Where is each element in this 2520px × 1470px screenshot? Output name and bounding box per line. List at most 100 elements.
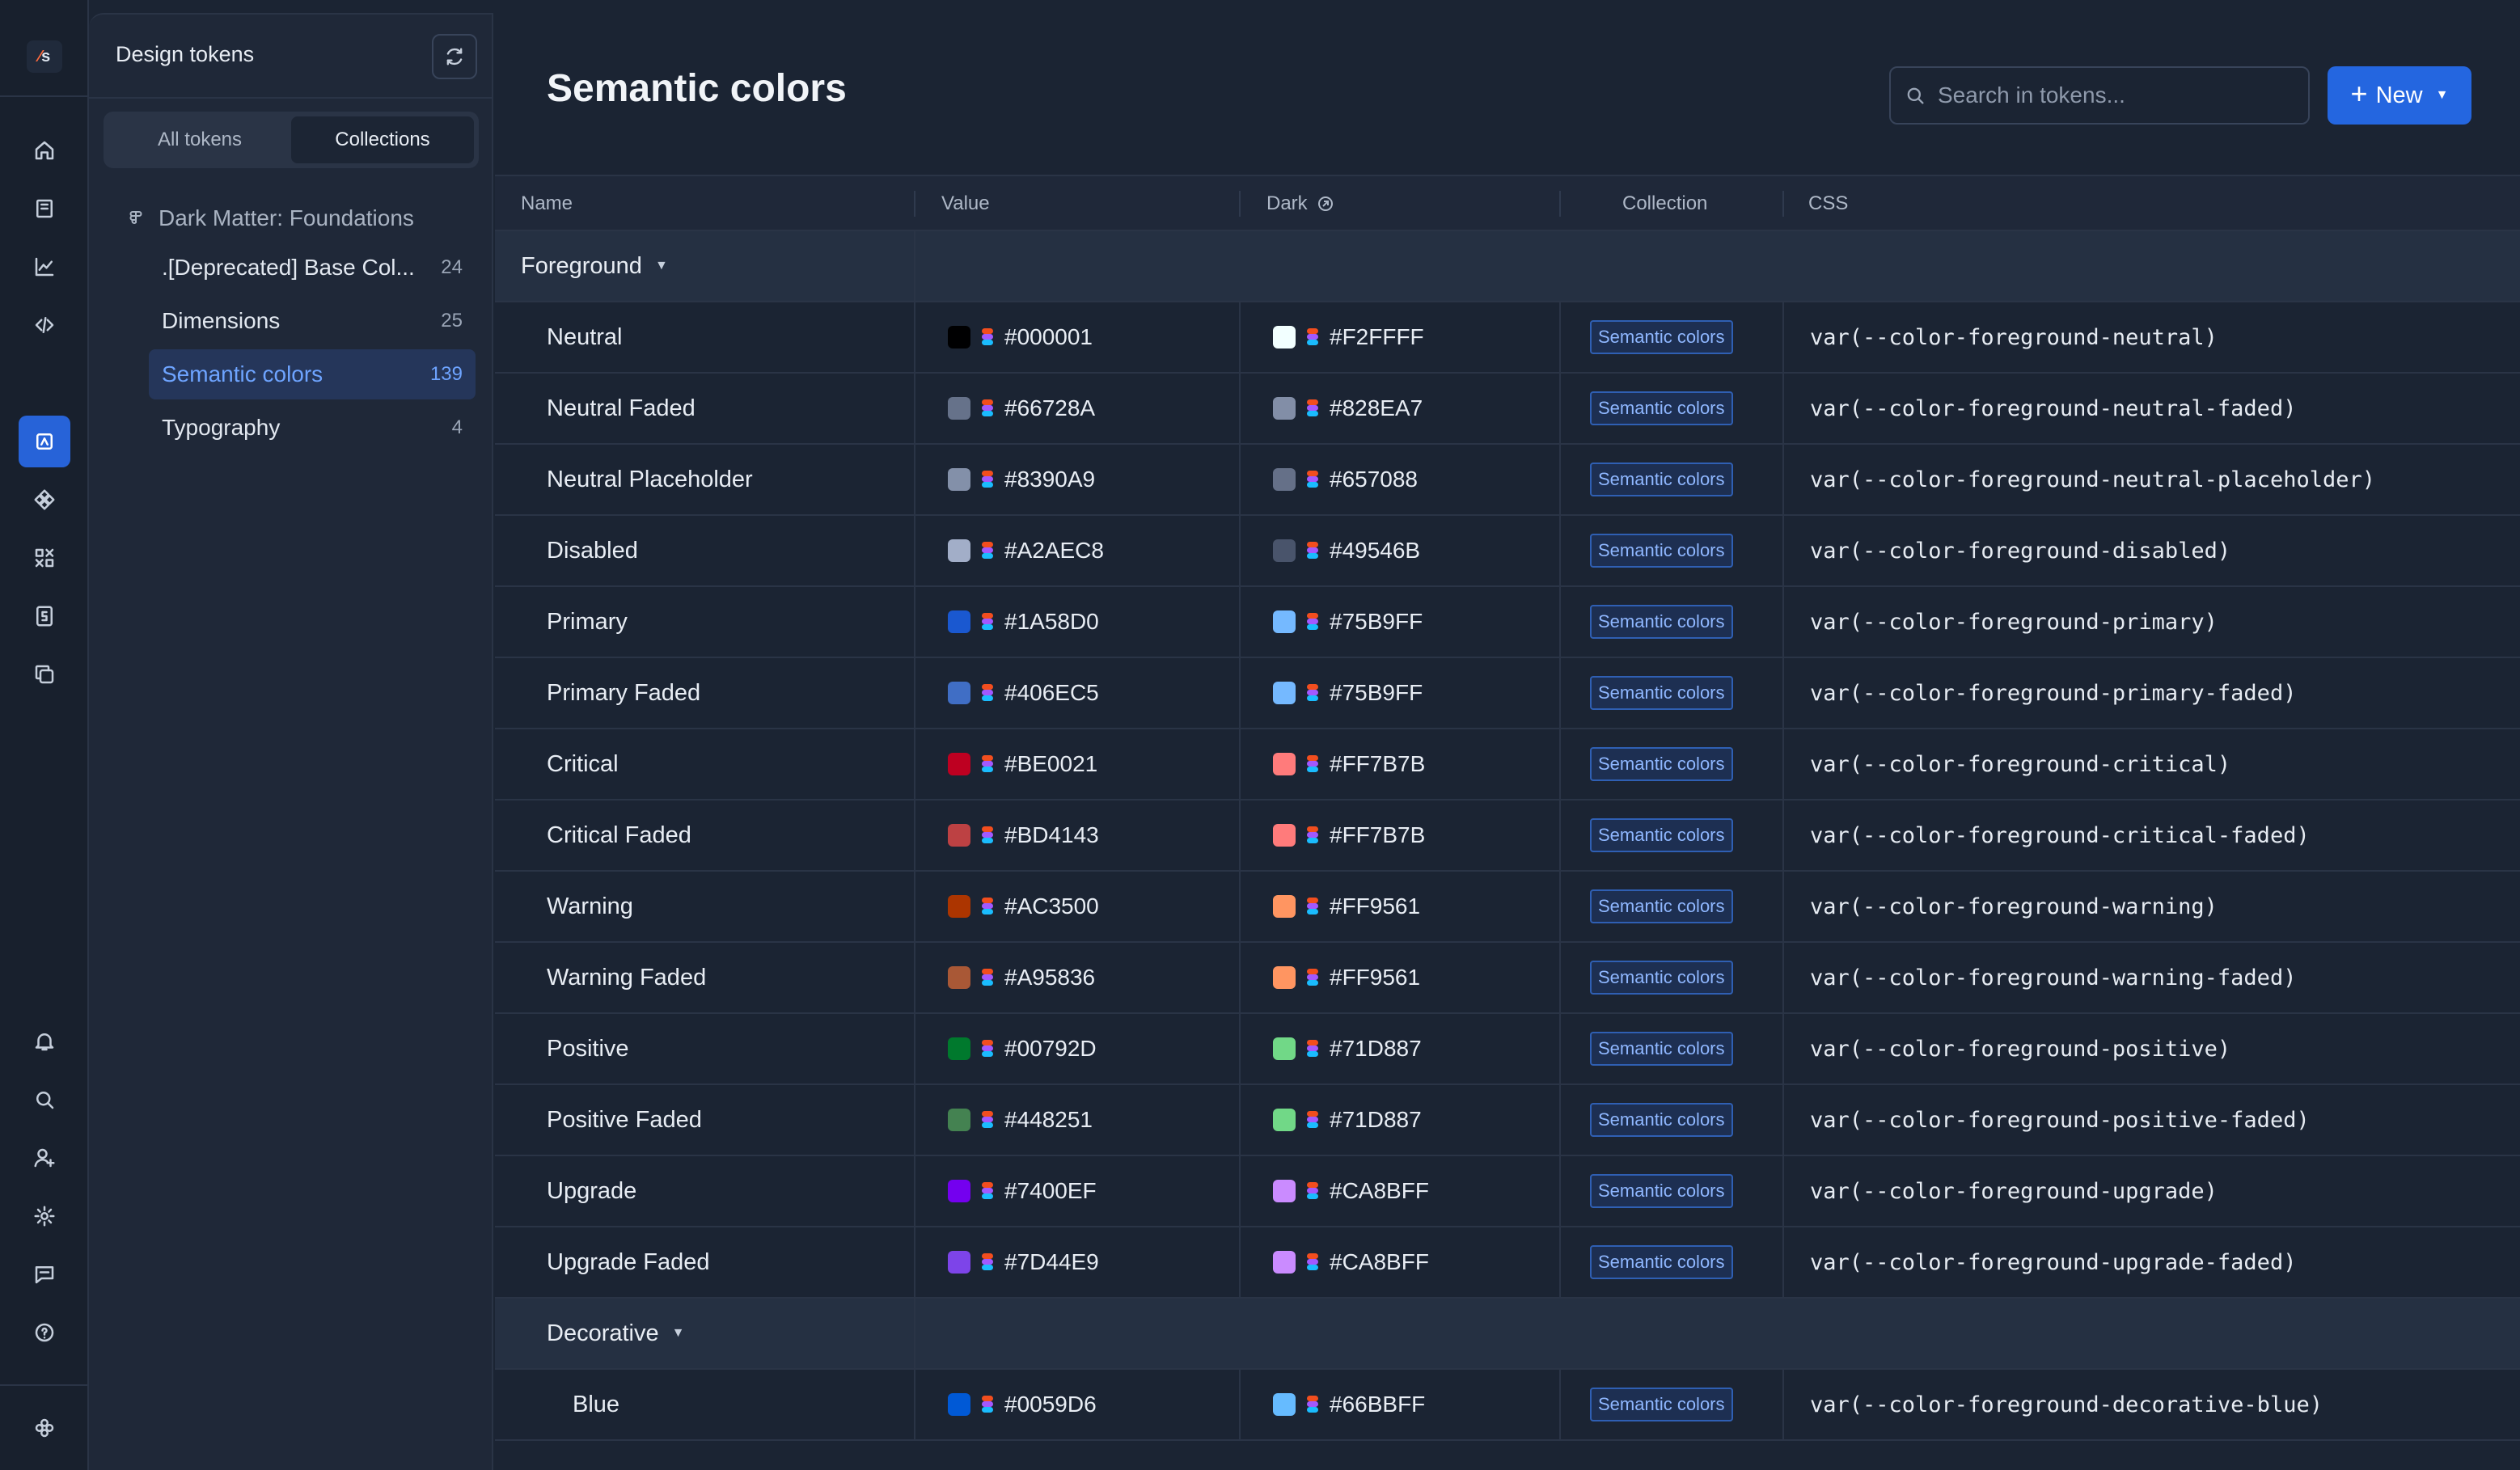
token-dark-value[interactable]: #657088 — [1273, 445, 1418, 514]
token-value[interactable]: #1A58D0 — [948, 587, 1099, 657]
token-dark-value[interactable]: #FF9561 — [1273, 943, 1420, 1012]
table-row[interactable]: Upgrade Faded #7D44E9 #CA8BFF Semantic colo… — [495, 1227, 2520, 1299]
workspace-logo[interactable]: ⁄ s — [27, 40, 62, 73]
sidebar-item-deprecated-base-colors[interactable]: .[Deprecated] Base Col... 24 — [149, 243, 476, 293]
table-row[interactable]: Blue #0059D6 #66BBFF Semantic colors var(--c… — [495, 1370, 2520, 1441]
chat-icon[interactable] — [19, 1248, 70, 1300]
group-toggle[interactable]: Decorative ▼ — [547, 1320, 684, 1347]
bell-icon[interactable] — [19, 1016, 70, 1067]
token-css-var[interactable]: var(--color-foreground-neutral-placehold… — [1810, 467, 2375, 492]
table-row[interactable]: Upgrade #7400EF #CA8BFF Semantic colors var(… — [495, 1156, 2520, 1227]
table-row[interactable]: Critical Faded #BD4143 #FF7B7B Semantic col… — [495, 800, 2520, 872]
token-value[interactable]: #A95836 — [948, 943, 1095, 1012]
token-dark-value[interactable]: #71D887 — [1273, 1085, 1422, 1155]
token-css-var[interactable]: var(--color-foreground-primary) — [1810, 609, 2218, 635]
token-value[interactable]: #AC3500 — [948, 872, 1099, 941]
table-row[interactable]: Primary #1A58D0 #75B9FF Semantic colors var(… — [495, 587, 2520, 658]
search-input[interactable] — [1938, 82, 2294, 108]
token-value[interactable]: #A2AEC8 — [948, 516, 1104, 585]
token-value[interactable]: #BE0021 — [948, 729, 1097, 799]
collection-badge[interactable]: Semantic colors — [1590, 1032, 1733, 1066]
refresh-button[interactable] — [432, 34, 477, 79]
token-value[interactable]: #BD4143 — [948, 800, 1099, 870]
group-row[interactable]: Foreground ▼ — [495, 231, 2520, 302]
table-row[interactable]: Positive Faded #448251 #71D887 Semantic col… — [495, 1085, 2520, 1156]
table-row[interactable]: Critical #BE0021 #FF7B7B Semantic colors var… — [495, 729, 2520, 800]
token-dark-value[interactable]: #FF9561 — [1273, 872, 1420, 941]
collection-badge[interactable]: Semantic colors — [1590, 676, 1733, 710]
table-row[interactable]: Neutral Faded #66728A #828EA7 Semantic colo… — [495, 374, 2520, 445]
collection-badge[interactable]: Semantic colors — [1590, 534, 1733, 568]
collection-badge[interactable]: Semantic colors — [1590, 320, 1733, 354]
token-dark-value[interactable]: #66BBFF — [1273, 1370, 1425, 1439]
token-value[interactable]: #7D44E9 — [948, 1227, 1099, 1297]
token-dark-value[interactable]: #FF7B7B — [1273, 800, 1425, 870]
collection-badge[interactable]: Semantic colors — [1590, 605, 1733, 639]
copy-icon[interactable] — [19, 648, 70, 700]
collection-badge[interactable]: Semantic colors — [1590, 818, 1733, 852]
token-css-var[interactable]: var(--color-foreground-upgrade-faded) — [1810, 1249, 2297, 1275]
collection-badge[interactable]: Semantic colors — [1590, 747, 1733, 781]
tokens-icon[interactable] — [19, 416, 70, 467]
column-header-dark[interactable]: Dark — [1266, 176, 1335, 231]
token-css-var[interactable]: var(--color-foreground-positive) — [1810, 1036, 2231, 1062]
collection-badge[interactable]: Semantic colors — [1590, 391, 1733, 425]
token-css-var[interactable]: var(--color-foreground-disabled) — [1810, 538, 2231, 564]
token-value[interactable]: #000001 — [948, 302, 1093, 372]
token-css-var[interactable]: var(--color-foreground-upgrade) — [1810, 1178, 2218, 1204]
gear-icon[interactable] — [19, 1190, 70, 1242]
token-dark-value[interactable]: #828EA7 — [1273, 374, 1423, 443]
table-row[interactable]: Disabled #A2AEC8 #49546B Semantic colors var… — [495, 516, 2520, 587]
sidebar-item-dimensions[interactable]: Dimensions 25 — [149, 296, 476, 346]
help-icon[interactable] — [19, 1307, 70, 1358]
table-row[interactable]: Neutral Placeholder #8390A9 #657088 Semanti… — [495, 445, 2520, 516]
column-header-collection[interactable]: Collection — [1622, 192, 1708, 214]
search-icon[interactable] — [19, 1074, 70, 1126]
token-value[interactable]: #448251 — [948, 1085, 1093, 1155]
token-css-var[interactable]: var(--color-foreground-critical-faded) — [1810, 822, 2310, 848]
token-css-var[interactable]: var(--color-foreground-neutral-faded) — [1810, 395, 2297, 421]
token-dark-value[interactable]: #CA8BFF — [1273, 1156, 1429, 1226]
token-dark-value[interactable]: #71D887 — [1273, 1014, 1422, 1083]
token-value[interactable]: #00792D — [948, 1014, 1097, 1083]
token-css-var[interactable]: var(--color-foreground-primary-faded) — [1810, 680, 2297, 706]
sidebar-item-typography[interactable]: Typography 4 — [149, 403, 476, 453]
token-css-var[interactable]: var(--color-foreground-positive-faded) — [1810, 1107, 2310, 1133]
collection-badge[interactable]: Semantic colors — [1590, 1388, 1733, 1421]
collection-badge[interactable]: Semantic colors — [1590, 1103, 1733, 1137]
token-css-var[interactable]: var(--color-foreground-critical) — [1810, 751, 2231, 777]
table-row[interactable]: Warning #AC3500 #FF9561 Semantic colors var(… — [495, 872, 2520, 943]
group-toggle[interactable]: Foreground ▼ — [521, 253, 668, 280]
token-dark-value[interactable]: #49546B — [1273, 516, 1420, 585]
group-row[interactable]: Decorative ▼ — [495, 1299, 2520, 1370]
book-icon[interactable] — [19, 183, 70, 234]
column-header-value[interactable]: Value — [941, 192, 990, 214]
token-value[interactable]: #0059D6 — [948, 1370, 1097, 1439]
token-value[interactable]: #66728A — [948, 374, 1095, 443]
token-dark-value[interactable]: #75B9FF — [1273, 587, 1423, 657]
table-row[interactable]: Positive #00792D #71D887 Semantic colors var… — [495, 1014, 2520, 1085]
home-icon[interactable] — [19, 125, 70, 176]
component-icon[interactable] — [19, 474, 70, 526]
token-dark-value[interactable]: #F2FFFF — [1273, 302, 1424, 372]
table-row[interactable]: Warning Faded #A95836 #FF9561 Semantic colo… — [495, 943, 2520, 1014]
tab-all-tokens[interactable]: All tokens — [157, 129, 243, 150]
collection-badge[interactable]: Semantic colors — [1590, 1245, 1733, 1279]
code-icon[interactable] — [19, 299, 70, 351]
app-logo-icon[interactable] — [19, 1402, 70, 1454]
token-css-var[interactable]: var(--color-foreground-warning-faded) — [1810, 965, 2297, 991]
sidebar-item-semantic-colors[interactable]: Semantic colors 139 — [149, 349, 476, 399]
token-dark-value[interactable]: #75B9FF — [1273, 658, 1423, 728]
column-header-css[interactable]: CSS — [1808, 192, 1849, 214]
collection-badge[interactable]: Semantic colors — [1590, 463, 1733, 496]
table-row[interactable]: Neutral #000001 #F2FFFF Semantic colors var(… — [495, 302, 2520, 374]
column-header-name[interactable]: Name — [521, 192, 573, 214]
collection-badge[interactable]: Semantic colors — [1590, 1174, 1733, 1208]
chart-icon[interactable] — [19, 241, 70, 293]
token-css-var[interactable]: var(--color-foreground-decorative-blue) — [1810, 1392, 2323, 1417]
token-css-var[interactable]: var(--color-foreground-warning) — [1810, 893, 2218, 919]
token-value[interactable]: #7400EF — [948, 1156, 1097, 1226]
assets-icon[interactable] — [19, 532, 70, 584]
tab-collections[interactable]: Collections — [291, 116, 474, 163]
table-row[interactable]: Primary Faded #406EC5 #75B9FF Semantic colo… — [495, 658, 2520, 729]
